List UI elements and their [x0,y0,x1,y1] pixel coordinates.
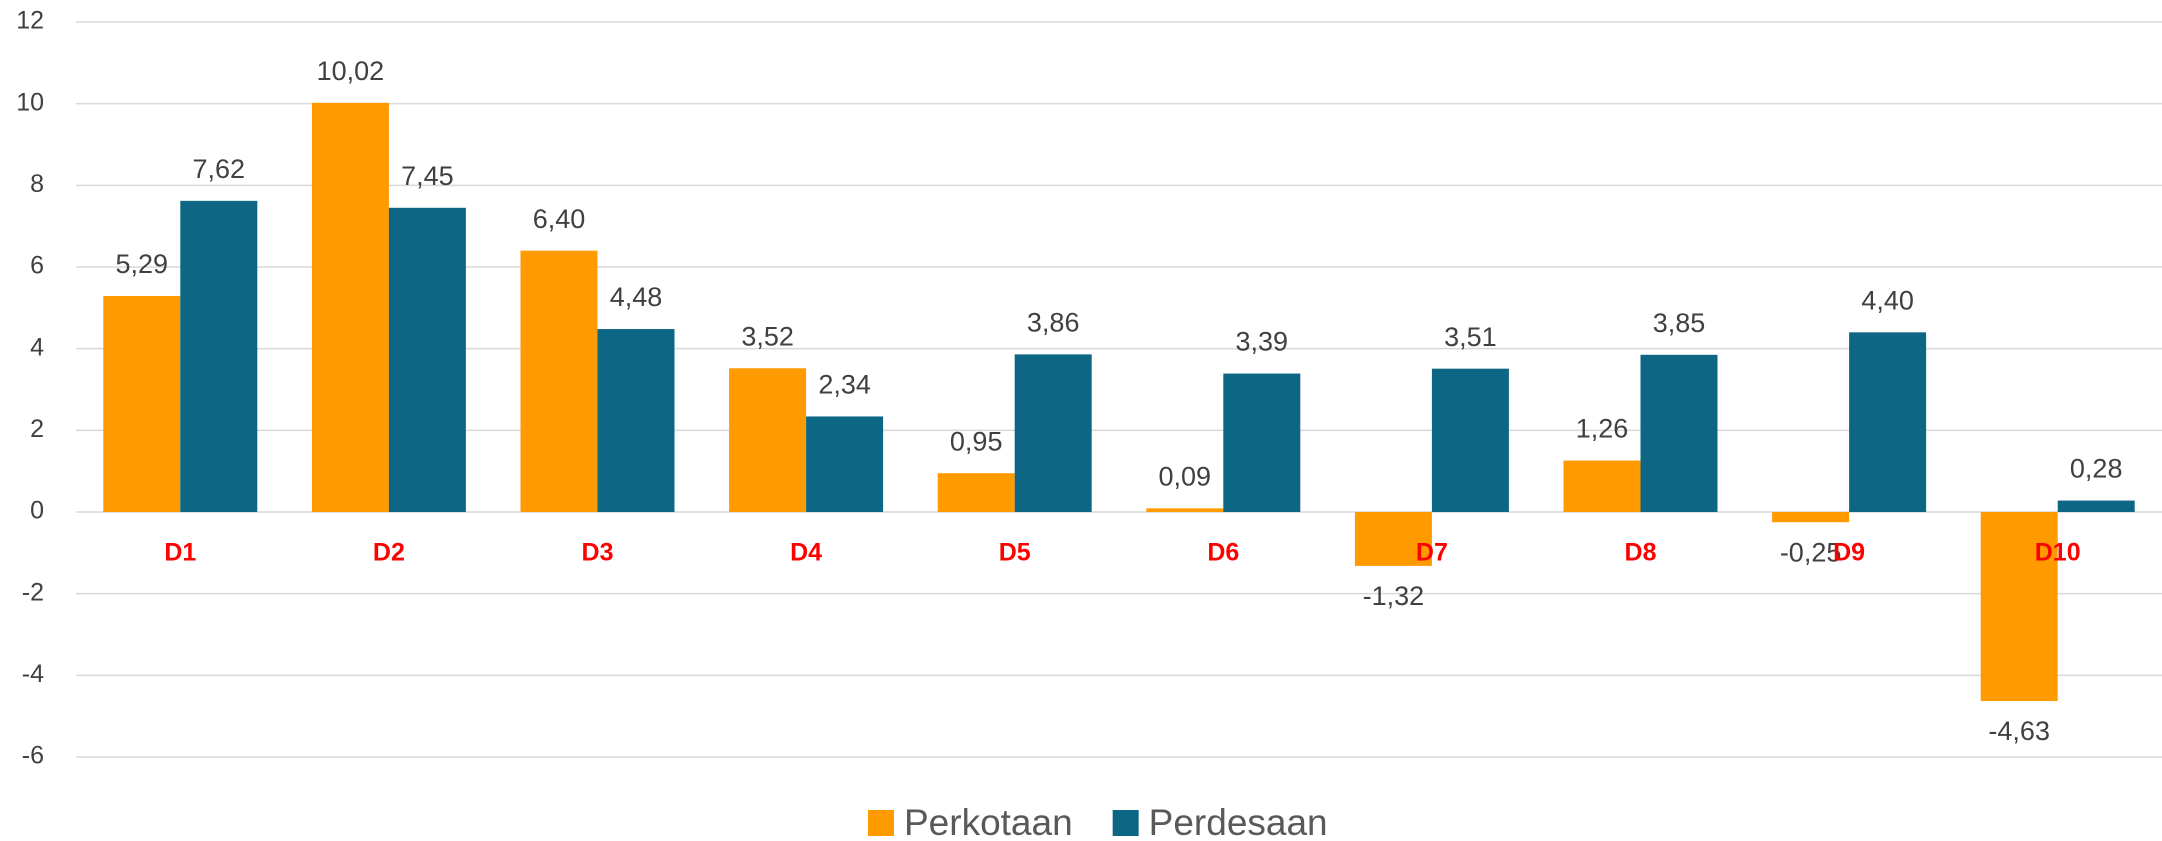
y-tick-label: 8 [30,170,44,198]
y-tick-label: -4 [22,660,44,688]
x-tick-label: D1 [164,539,196,567]
y-tick-label: 6 [30,252,44,280]
x-tick-label: D2 [373,539,405,567]
data-label: 10,02 [317,56,385,86]
data-label: 0,28 [2070,454,2123,484]
bar [1849,332,1927,512]
legend-label: Perkotaan [904,802,1073,841]
data-label: 4,40 [1861,285,1914,315]
data-label: 5,29 [116,249,169,279]
y-tick-label: 12 [16,7,44,35]
x-tick-label: D6 [1207,539,1239,567]
bar [597,329,675,512]
data-label: 3,86 [1027,308,1080,338]
data-label: 0,95 [950,426,1003,456]
x-tick-label: D8 [1625,539,1657,567]
bar [180,200,258,512]
bar [388,207,466,512]
bar [1431,368,1509,512]
bar [2057,500,2135,512]
y-tick-label: 10 [16,88,44,116]
bar [103,295,181,512]
legend-label: Perdesaan [1149,802,1328,841]
y-tick-label: -6 [22,742,44,770]
bar [1980,512,2058,702]
bar [311,102,389,512]
legend-swatch [1112,810,1139,836]
data-label: 6,40 [533,204,586,234]
bar [1146,508,1224,512]
x-tick-label: D3 [582,539,614,567]
data-label: 0,09 [1159,461,1212,491]
x-tick-label: D10 [2035,539,2081,567]
y-tick-label: 2 [30,415,44,443]
data-label: 3,51 [1444,322,1497,352]
y-tick-label: -2 [22,578,44,606]
bar [937,473,1015,512]
bar [1014,354,1092,512]
bar [1640,354,1718,512]
data-label: 3,52 [741,321,794,351]
legend-swatch [868,810,894,836]
data-label: 4,48 [610,282,663,312]
bar [520,250,598,512]
data-label: 7,45 [401,161,454,191]
data-label: -0,25 [1780,537,1842,567]
data-label: 2,34 [818,370,871,400]
bar [729,368,807,512]
x-tick-label: D4 [790,539,822,567]
data-label: 3,39 [1236,327,1289,357]
data-label: -4,63 [1988,716,2050,746]
bar [1354,512,1432,566]
bar [806,416,884,512]
x-tick-label: D5 [999,539,1031,567]
x-tick-label: D7 [1416,539,1448,567]
data-label: 3,85 [1653,308,1706,338]
bar [1772,512,1850,523]
y-tick-label: 0 [30,497,44,525]
data-label: -1,32 [1363,581,1425,611]
x-tick-label: D9 [1833,539,1865,567]
data-label: 1,26 [1576,414,1629,444]
y-tick-label: 4 [30,333,44,361]
bar [1223,373,1301,512]
bar [1563,460,1641,512]
data-label: 7,62 [193,154,246,184]
